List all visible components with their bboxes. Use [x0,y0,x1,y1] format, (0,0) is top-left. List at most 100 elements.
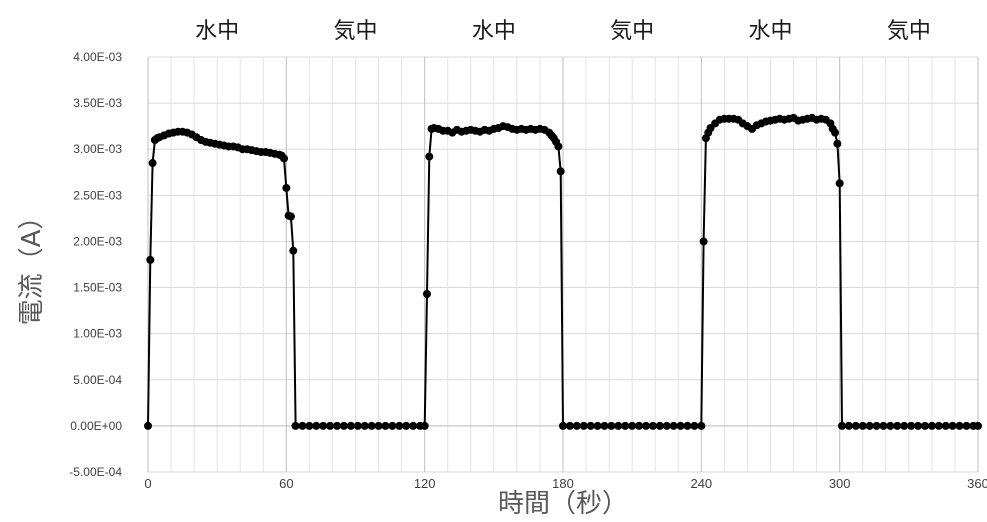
x-axis-title: 時間（秒） [498,489,628,519]
phase-label: 水中 [472,19,516,44]
data-point [298,421,307,430]
data-point [146,255,155,264]
data-point [920,421,929,430]
data-point [286,212,295,221]
data-point [835,179,844,188]
data-point [914,421,923,430]
data-point [388,421,397,430]
data-point [333,421,342,430]
data-point [941,421,950,430]
data-point [360,421,369,430]
phase-label: 水中 [748,19,792,44]
data-point [586,421,595,430]
data-point [422,290,431,299]
data-point [559,421,567,430]
data-point [833,139,842,148]
y-tick-label: 1.50E-03 [73,281,122,295]
x-tick-label: 180 [552,476,574,491]
data-point [339,421,348,430]
data-point [865,421,874,430]
phase-label: 気中 [887,19,931,44]
data-point [886,421,895,430]
data-point [319,421,328,430]
x-tick-label: 360 [967,476,987,491]
labels: -5.00E-04 0.00E+00 5.00E-04 1.00E-03 1.50E-0… [69,19,987,491]
y-tick-label: 1.00E-03 [73,327,122,341]
data-point [851,421,860,430]
y-tick-label: 2.00E-03 [73,234,122,248]
data-point [402,421,411,430]
data-point [872,421,881,430]
data-point [955,421,964,430]
data-point [900,421,909,430]
data-point [614,421,623,430]
y-tick-label: -5.00E-04 [69,465,122,479]
data-point [974,421,982,430]
data-point [934,421,943,430]
data-point [305,421,314,430]
data-point [858,421,867,430]
data-point [148,159,157,168]
data-point [676,421,685,430]
x-tick-label: 240 [690,476,712,491]
data-point [556,167,565,176]
data-point [425,152,434,161]
data-point [662,421,671,430]
data-point [879,421,888,430]
data-point [962,421,971,430]
data-point [374,421,383,430]
data-point [554,142,563,151]
data-point [367,421,376,430]
series-points [144,113,982,430]
x-tick-label: 60 [279,476,293,491]
data-point [420,421,429,430]
data-point [579,421,588,430]
phase-label: 気中 [333,19,377,44]
data-point [635,421,644,430]
data-point [600,421,609,430]
y-tick-label: 4.00E-03 [73,50,122,64]
data-point [927,421,936,430]
data-point [395,421,404,430]
data-point [699,237,708,246]
x-tick-label: 300 [829,476,851,491]
data-point [381,421,390,430]
y-tick-label: 0.00E+00 [70,419,122,433]
data-point [642,421,650,430]
data-point [690,421,699,430]
y-axis-title: 電流（A） [17,204,47,326]
data-point [628,421,637,430]
data-point [837,421,846,430]
phase-label: 水中 [195,19,239,44]
data-point [697,421,706,430]
data-point [621,421,630,430]
y-tick-label: 3.00E-03 [73,142,122,156]
data-point [683,421,692,430]
data-point [289,246,298,255]
data-point [312,421,321,430]
data-point [844,421,853,430]
y-tick-label: 5.00E-04 [73,373,122,387]
data-point [409,421,418,430]
y-tick-label: 2.50E-03 [73,188,122,202]
data-point [948,421,957,430]
data-point [565,421,574,430]
data-point [831,128,840,137]
data-point [593,421,602,430]
data-point [353,421,362,430]
x-tick-label: 0 [144,476,151,491]
x-tick-label: 120 [414,476,436,491]
data-point [648,421,657,430]
y-tick-label: 3.50E-03 [73,96,122,110]
data-point [144,421,152,430]
data-point [346,421,355,430]
data-point [291,421,300,430]
phase-label: 気中 [610,19,654,44]
data-point [607,421,616,430]
data-point [280,154,289,163]
data-point [669,421,678,430]
data-point [893,421,902,430]
data-point [655,421,664,430]
data-point [326,421,335,430]
